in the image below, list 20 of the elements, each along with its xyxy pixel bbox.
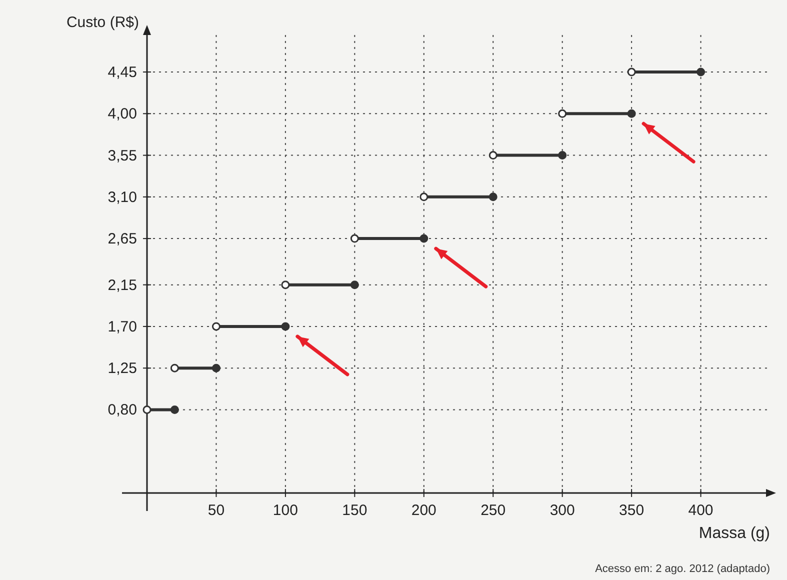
x-tick-label: 200 [411,502,436,519]
y-axis-title: Custo (R$) [66,14,139,31]
x-tick-label: 150 [342,502,368,519]
text: Acesso em: 2 ago. 2012 (adaptado) [595,563,770,575]
x-tick-label: 350 [619,502,644,519]
y-tick-label: 2,65 [108,230,137,248]
x-tick-label: 50 [208,502,225,519]
x-tick-label: 300 [550,502,575,519]
x-tick-label: 100 [272,502,298,519]
y-tick-label: 1,25 [108,360,137,378]
y-tick-label: 3,55 [108,147,137,164]
x-axis-title: Massa (g) [698,525,770,542]
x-tick-label: 250 [480,502,506,519]
y-tick-label: 2,15 [108,276,137,294]
x-tick-label: 400 [688,502,714,519]
y-tick-label: 0,80 [108,402,137,419]
y-tick-label: 1,70 [108,318,137,336]
y-tick-label: 4,45 [108,64,137,82]
y-tick-label: 4,00 [108,106,137,123]
y-tick-label: 3,10 [108,188,137,206]
